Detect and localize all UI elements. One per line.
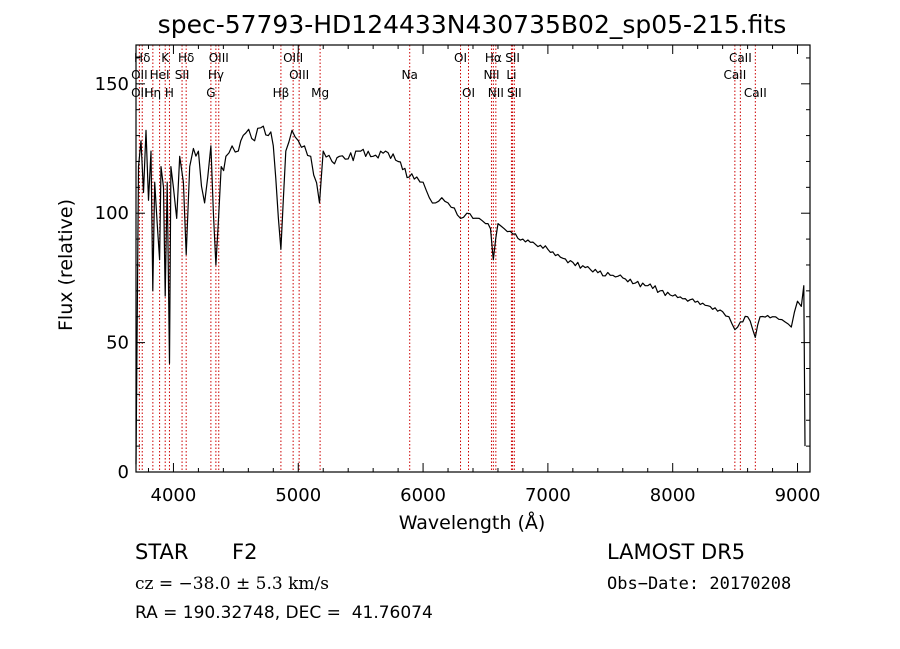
spectral-line-label: Li — [506, 68, 516, 82]
spectral-line-label: Hδ — [178, 51, 194, 65]
spectral-line-label: OIII — [289, 68, 309, 82]
spectral-line-label: Na — [402, 68, 418, 82]
spectral-line-label: Hα — [485, 51, 502, 65]
spectral-line-label: Hδ — [134, 51, 150, 65]
spectral-line-label: CaII — [729, 51, 752, 65]
spectral-line-markers — [138, 45, 756, 472]
y-tick-label: 50 — [106, 333, 129, 354]
spectral-line-label: OI — [462, 86, 475, 100]
spectral-line-label: Hη — [145, 86, 162, 100]
y-axis-label: Flux (relative) — [55, 199, 77, 331]
y-tick-label: 100 — [95, 203, 129, 224]
spectral-line-label: CaII — [744, 86, 767, 100]
spectrum-series-line — [135, 125, 806, 465]
x-tick-label: 9000 — [775, 485, 821, 506]
redshift-cz: cz = −38.0 ± 5.3 km/s — [135, 574, 329, 594]
chart-title: spec-57793-HD124433N430735B02_sp05-215.f… — [158, 10, 787, 39]
spectral-line-label: OIII — [283, 51, 303, 65]
spectral-line-label: HeI — [150, 68, 170, 82]
x-axis-label: Wavelength (Å) — [399, 511, 546, 534]
spectral-line-label: OIII — [209, 51, 229, 65]
spectral-line-label: K — [161, 51, 170, 65]
spectral-line-label: Mg — [311, 86, 329, 100]
spectral-line-label: OI — [454, 51, 467, 65]
x-tick-label: 6000 — [400, 485, 446, 506]
spectral-line-label: Hγ — [208, 68, 224, 82]
y-tick-label: 150 — [95, 74, 129, 95]
spectral-line-label: NII — [488, 86, 504, 100]
x-tick-label: 7000 — [525, 485, 571, 506]
spectral-line-label: CaII — [723, 68, 746, 82]
spectral-line-label: SII — [175, 68, 190, 82]
coordinates: RA = 190.32748, DEC = 41.76074 — [135, 603, 433, 623]
spectral-line-label: G — [206, 86, 215, 100]
object-class: STAR — [135, 540, 189, 564]
spectral-line-label: SII — [507, 86, 522, 100]
spectral-line-label: H — [165, 86, 174, 100]
x-axis: 4000 5000 6000 7000 8000 9000 — [147, 45, 821, 506]
y-tick-label: 0 — [118, 462, 129, 483]
spectral-line-label: SII — [505, 51, 520, 65]
plot-frame — [135, 44, 811, 473]
spectral-line-label: OII — [131, 68, 148, 82]
observation-date: Obs−Date: 20170208 — [607, 574, 792, 594]
y-axis: 0 50 100 150 — [95, 57, 810, 483]
x-tick-label: 4000 — [151, 485, 197, 506]
spectral-line-label: OII — [131, 86, 148, 100]
x-tick-label: 8000 — [650, 485, 696, 506]
survey-name: LAMOST DR5 — [607, 540, 746, 564]
x-tick-label: 5000 — [275, 485, 321, 506]
object-subclass: F2 — [232, 540, 258, 564]
spectral-line-label: Hβ — [273, 86, 290, 100]
spectral-line-label: NII — [483, 68, 499, 82]
